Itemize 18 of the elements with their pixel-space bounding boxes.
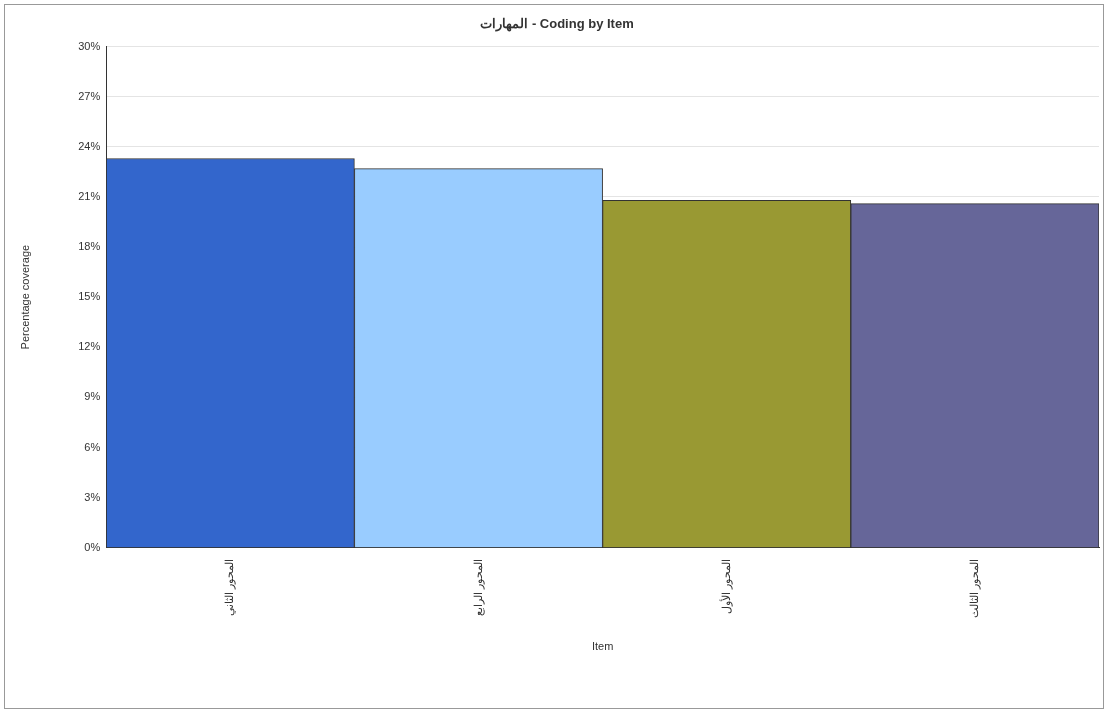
x-tick-label: المحور الثالث (967, 558, 981, 618)
y-tick-label: 24% (78, 139, 101, 152)
x-tick-label: المحور الرابع (471, 558, 485, 616)
x-tick-label: المحور الثاني (223, 558, 237, 616)
y-tick-label: 3% (84, 490, 101, 503)
y-tick-label: 6% (84, 440, 101, 453)
x-tick-label: المحور الأول (718, 558, 733, 614)
y-tick-label: 30% (78, 39, 101, 52)
y-axis-title: Percentage coverage (18, 244, 31, 350)
y-tick-label: 0% (84, 540, 101, 553)
y-tick-label: 15% (78, 290, 101, 303)
chart-title: المهارات - Coding by Item (480, 16, 634, 33)
y-tick-label: 18% (78, 240, 101, 253)
y-tick-label: 9% (84, 390, 101, 403)
y-tick-label: 21% (78, 189, 101, 202)
y-tick-label: 27% (78, 89, 101, 102)
y-tick-label: 12% (78, 340, 101, 353)
x-axis-title: Item (591, 640, 614, 653)
